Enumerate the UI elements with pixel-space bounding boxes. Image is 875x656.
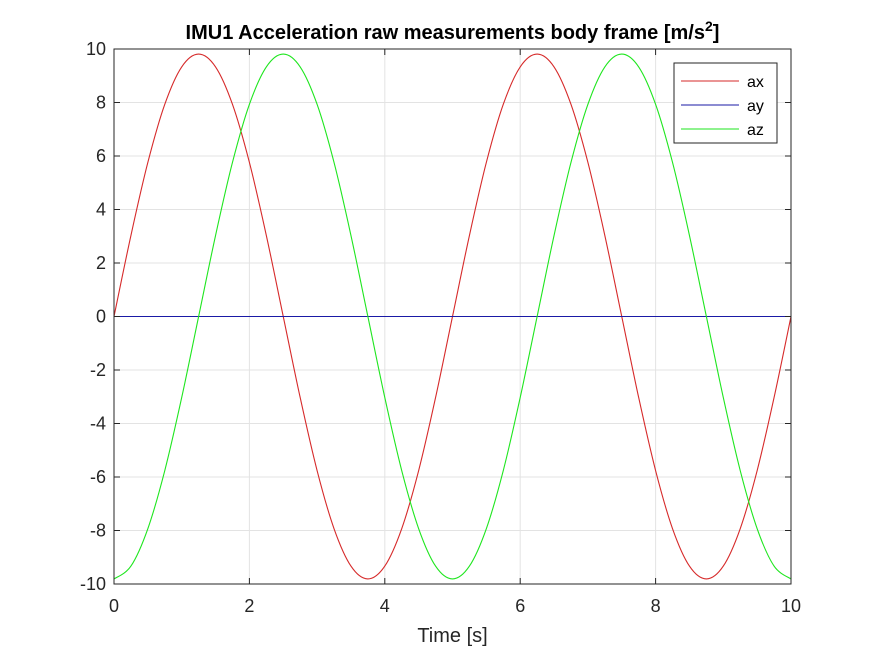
- y-tick-label: -8: [90, 521, 106, 541]
- legend-label-az: az: [747, 122, 764, 139]
- x-tick-label: 6: [515, 596, 525, 616]
- axis-ticks: 0 2 4 6 8 10 -10 -8 -6 -4 -2 0 2 4 6 8 10: [80, 39, 801, 616]
- x-tick-label: 2: [244, 596, 254, 616]
- x-tick-label: 0: [109, 596, 119, 616]
- legend-label-ax: ax: [747, 74, 764, 91]
- y-tick-label: -10: [80, 574, 106, 594]
- chart-title: IMU1 Acceleration raw measurements body …: [186, 18, 720, 44]
- y-tick-label: 4: [96, 200, 106, 220]
- chart-title-suffix: ]: [713, 22, 720, 44]
- y-tick-label: -6: [90, 467, 106, 487]
- y-tick-label: 8: [96, 93, 106, 113]
- y-tick-label: -4: [90, 414, 106, 434]
- y-tick-label: 2: [96, 253, 106, 273]
- legend: ax ay az: [673, 62, 778, 144]
- x-tick-label: 10: [781, 596, 801, 616]
- x-axis-label: Time [s]: [417, 625, 487, 647]
- y-tick-label: -2: [90, 360, 106, 380]
- x-tick-label: 4: [380, 596, 390, 616]
- legend-box: [673, 62, 778, 144]
- x-tick-label: 8: [651, 596, 661, 616]
- y-tick-label: 0: [96, 307, 106, 327]
- legend-label-ay: ay: [747, 98, 764, 115]
- series-line-az: [113, 53, 792, 580]
- y-tick-label: 10: [86, 39, 106, 59]
- chart-title-main: IMU1 Acceleration raw measurements body …: [186, 22, 705, 44]
- series-lines: [113, 53, 792, 580]
- y-tick-label: 6: [96, 146, 106, 166]
- chart-title-superscript: 2: [705, 18, 713, 34]
